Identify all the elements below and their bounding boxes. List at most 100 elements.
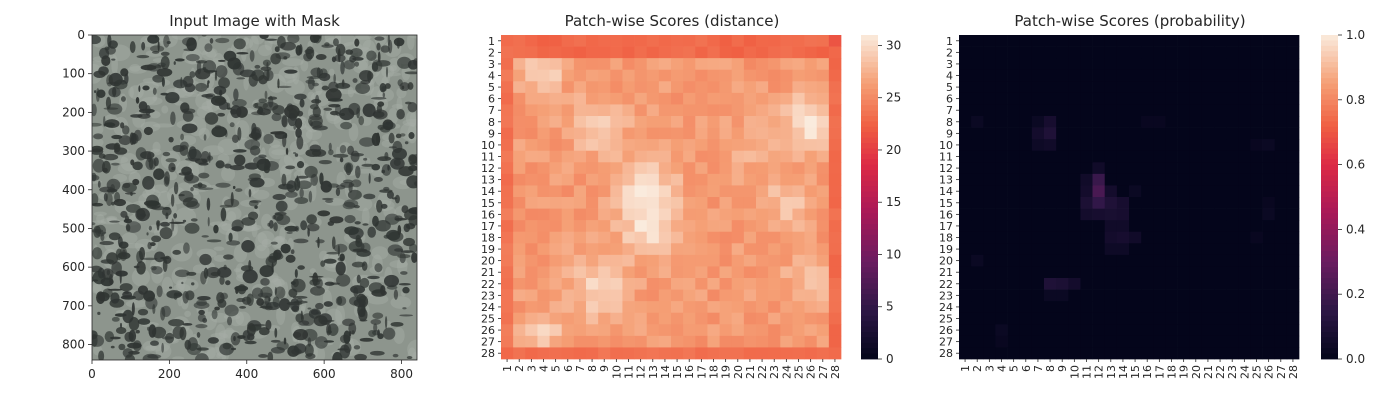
heatmap-cell <box>1129 58 1142 71</box>
texture-dark-speck <box>374 36 385 41</box>
heatmap-cell <box>549 150 563 163</box>
x-tick-label: 4 <box>538 365 551 372</box>
colorbar-segment <box>861 56 878 63</box>
heatmap-cell <box>1165 81 1178 94</box>
y-tick-label: 28 <box>481 347 495 360</box>
heatmap-cell <box>1007 116 1021 128</box>
texture-dark-speck <box>409 243 417 254</box>
texture-light-speck <box>241 224 262 231</box>
heatmap-cell <box>780 35 793 47</box>
heatmap-cell <box>586 324 599 337</box>
heatmap-cell <box>1189 335 1203 348</box>
texture-dark-speck <box>318 159 332 165</box>
texture-light-speck <box>274 235 285 241</box>
heatmap-cell <box>1262 81 1276 94</box>
heatmap-cell <box>598 278 611 290</box>
heatmap-cell <box>707 116 720 128</box>
texture-dark-speck <box>225 280 231 286</box>
heatmap-cell <box>828 312 842 325</box>
heatmap-cell <box>671 208 684 221</box>
heatmap-cell <box>586 92 599 105</box>
texture-dark-speck <box>309 35 320 44</box>
texture-dark-speck <box>296 180 312 190</box>
texture-dark-speck <box>198 172 210 179</box>
heatmap-cell <box>1177 69 1191 82</box>
texture-dark-speck <box>183 242 190 254</box>
heatmap-cell <box>537 197 550 209</box>
texture-light-speck <box>254 244 270 259</box>
texture-dark-speck <box>339 253 345 262</box>
heatmap-cell <box>513 278 526 290</box>
texture-dark-speck <box>380 285 386 296</box>
heatmap-cell <box>804 312 818 325</box>
heatmap-cell <box>1019 220 1033 233</box>
heatmap-cell <box>1238 69 1251 82</box>
texture-dark-speck <box>208 151 211 163</box>
heatmap-cell <box>1141 266 1154 279</box>
texture-dark-speck <box>324 281 335 286</box>
x-tick-label: 7 <box>574 365 587 372</box>
heatmap-cell <box>1153 104 1166 117</box>
heatmap-cell <box>586 81 599 94</box>
heatmap-cell <box>1092 46 1106 59</box>
x-tick-label: 7 <box>1032 365 1045 372</box>
heatmap-cell <box>634 335 648 348</box>
heatmap-cell <box>513 127 526 140</box>
heatmap-cell <box>573 173 587 186</box>
heatmap-cell <box>513 104 526 117</box>
heatmap-cell <box>586 35 599 47</box>
heatmap-cell <box>1274 139 1288 152</box>
heatmap-cell <box>1044 185 1057 198</box>
heatmap-cell <box>598 173 611 186</box>
texture-dark-speck <box>247 211 259 221</box>
heatmap-cell <box>610 289 623 302</box>
texture-dark-speck <box>347 189 362 200</box>
heatmap-cell <box>959 173 972 186</box>
heatmap-cell <box>743 208 757 221</box>
heatmap-cell <box>561 197 575 209</box>
heatmap-cell <box>525 347 538 360</box>
heatmap-cell <box>1177 185 1191 198</box>
heatmap-cell <box>707 324 720 337</box>
x-tick-label: 5 <box>550 365 563 372</box>
colorbar-segment <box>861 89 878 95</box>
texture-dark-speck <box>317 210 331 217</box>
heatmap-cell <box>719 220 733 233</box>
texture-dark-speck <box>229 122 235 128</box>
y-tick-label: 12 <box>481 162 495 175</box>
texture-dark-speck <box>150 265 157 271</box>
heatmap-cell <box>646 81 660 94</box>
heatmap-cell <box>1153 116 1166 128</box>
heatmap-cell <box>658 301 672 314</box>
heatmap-cell <box>598 243 611 256</box>
texture-dark-speck <box>299 188 304 198</box>
heatmap-cell <box>1153 69 1166 82</box>
texture-dark-speck <box>284 225 299 232</box>
heatmap-cell <box>1238 173 1251 186</box>
colorbar-segment <box>861 83 878 90</box>
heatmap-cell <box>1129 162 1142 175</box>
colorbar-segment <box>861 186 878 192</box>
texture-dark-speck <box>386 285 398 290</box>
heatmap-cell <box>816 127 830 140</box>
heatmap-cell <box>1226 220 1239 233</box>
y-tick-label: 27 <box>939 336 953 349</box>
x-tick-label: 15 <box>671 365 684 379</box>
texture-light-speck <box>385 72 402 77</box>
heatmap-cell <box>646 243 660 256</box>
heatmap-cell <box>1274 324 1288 337</box>
heatmap-cell <box>1141 81 1154 94</box>
heatmap-cell <box>1104 266 1118 279</box>
heatmap-cell <box>743 220 757 233</box>
heatmap-cell <box>561 104 575 117</box>
texture-light-speck <box>131 267 150 287</box>
x-tick-label: 1 <box>959 365 972 372</box>
heatmap-cell <box>780 139 793 152</box>
heatmap-cell <box>658 104 672 117</box>
heatmap-cell <box>804 185 818 198</box>
heatmap-cell <box>1214 335 1227 348</box>
texture-dark-speck <box>367 275 380 280</box>
texture-dark-speck <box>355 82 371 94</box>
heatmap-cell <box>1141 139 1154 152</box>
heatmap-cell <box>707 92 720 105</box>
